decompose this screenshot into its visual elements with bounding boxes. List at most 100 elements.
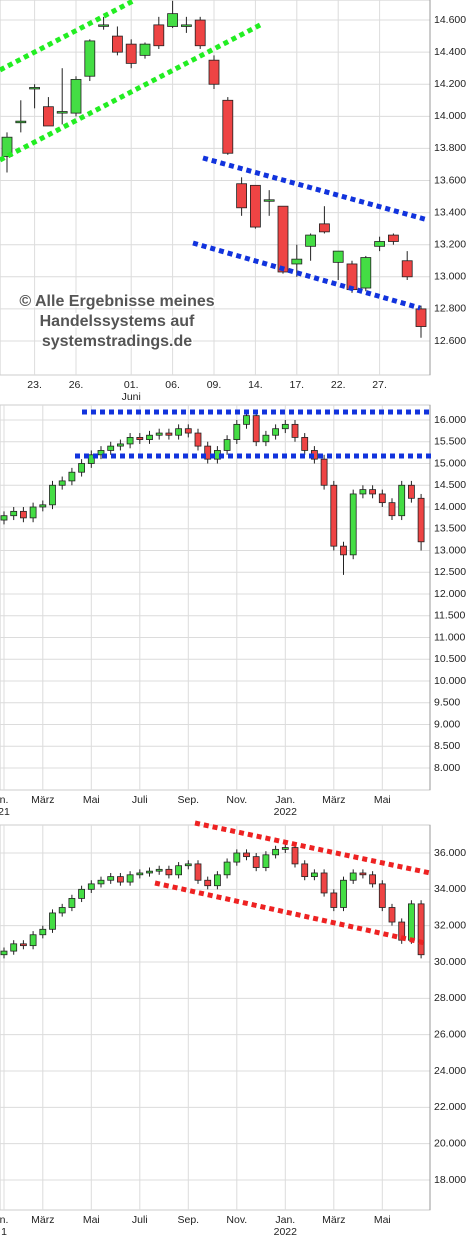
candle-body: [318, 223, 330, 233]
candle-body: [407, 903, 415, 941]
candle-body: [167, 13, 179, 27]
y-tick-label: 15.000: [434, 457, 466, 469]
watermark: systemstradings.de: [42, 333, 192, 350]
y-tick-label: 14.200: [434, 78, 466, 90]
x-tick-label: Nov.: [226, 794, 247, 806]
candle-body: [175, 428, 183, 436]
candle-body: [194, 19, 206, 47]
candle-body: [320, 458, 328, 486]
candle-body: [378, 883, 386, 908]
candle-body: [369, 874, 377, 885]
watermark: Handelssystems auf: [40, 313, 195, 330]
candle-body: [0, 515, 8, 521]
y-tick-label: 10.000: [434, 675, 466, 687]
candle-body: [117, 876, 124, 883]
candle-body: [387, 234, 399, 242]
x-tick-label: 09.: [207, 379, 222, 391]
candle-body: [87, 454, 95, 464]
y-tick-label: 24.000: [434, 1065, 466, 1077]
plot-area: [0, 404, 431, 791]
candle-body: [136, 437, 144, 440]
y-tick-label: 9.500: [434, 697, 460, 709]
y-tick-label: 16.000: [434, 414, 466, 426]
x-tick-label: 06.: [165, 379, 180, 391]
candle-body: [349, 872, 357, 881]
y-tick-label: 15.500: [434, 436, 466, 448]
x-tick-label: Juli: [132, 1214, 148, 1226]
candle-body: [320, 872, 328, 894]
y-tick-label: 10.500: [434, 653, 466, 665]
x-tick-label: Sep.: [177, 1214, 199, 1226]
x-tick-label: Nov.: [226, 1214, 247, 1226]
candle-body: [291, 423, 299, 438]
y-tick-label: 14.000: [434, 501, 466, 513]
x-tick-label: 27.: [372, 379, 387, 391]
x-tick-label: n.: [0, 1214, 8, 1226]
candle-body: [360, 257, 372, 289]
candle-body: [359, 872, 367, 876]
x-tick-label: 01.: [124, 379, 139, 391]
candle-body: [213, 874, 221, 887]
candle-body: [58, 480, 66, 486]
candle-body: [233, 852, 241, 863]
candle-body: [301, 863, 309, 878]
candle-body: [15, 120, 27, 124]
candle-body: [125, 43, 137, 64]
y-tick-label: 11.500: [434, 610, 465, 622]
candle-body: [378, 493, 386, 504]
candle-body: [340, 879, 347, 908]
y-tick-label: 36.000: [434, 847, 466, 859]
candle-body: [204, 445, 212, 460]
candle-body: [222, 99, 234, 154]
candle-body: [388, 502, 396, 517]
y-tick-label: 13.400: [434, 206, 466, 218]
candle-body: [126, 437, 134, 445]
candle-body: [236, 183, 248, 209]
trend-line: [192, 240, 421, 311]
x-tick-label: März: [322, 794, 345, 806]
candle-body: [281, 847, 289, 850]
trend-lines: [0, 0, 432, 946]
y-tick-label: 32.000: [434, 919, 466, 931]
y-tick-label: 13.500: [434, 523, 466, 535]
candle-body: [175, 865, 183, 876]
x-tick-label: n.: [0, 794, 8, 806]
candle-body: [263, 199, 275, 202]
x-tick-label: 14.: [248, 379, 263, 391]
x-tick-label: Juli: [132, 794, 148, 806]
candle-body: [262, 434, 270, 443]
y-tick-label: 14.600: [434, 14, 466, 26]
candle-body: [1, 136, 13, 157]
candle-body: [398, 484, 406, 517]
candle-body: [272, 428, 280, 436]
candle-body: [155, 432, 163, 436]
y-tick-label: 12.000: [434, 588, 466, 600]
y-tick-label: 12.500: [434, 566, 466, 578]
x-tick-label: Jan.: [275, 794, 295, 806]
candle-body: [349, 493, 357, 556]
candle-body: [87, 883, 95, 890]
candle-body: [112, 35, 123, 53]
y-tick-label: 22.000: [434, 1101, 466, 1113]
x-tick-label: Mai: [374, 1214, 391, 1226]
candle-body: [107, 445, 115, 451]
candle-body: [165, 432, 173, 436]
candle-body: [208, 59, 220, 85]
candle-body: [262, 854, 270, 868]
candle-body: [194, 863, 202, 881]
candle-body: [0, 950, 8, 956]
candle-body: [97, 879, 105, 885]
candle-body: [56, 111, 68, 114]
candle-body: [388, 907, 396, 923]
x-sub-label: 2022: [274, 1226, 298, 1238]
candle-body: [98, 24, 109, 27]
candle-body: [78, 463, 85, 473]
candle-body: [249, 184, 261, 228]
x-sub-label: 1: [1, 1226, 7, 1238]
watermark: © Alle Ergebnisse meines: [19, 293, 214, 310]
candle-body: [194, 432, 202, 447]
x-tick-label: Sep.: [177, 794, 199, 806]
candle-body: [369, 489, 377, 495]
y-tick-label: 9.000: [434, 718, 460, 730]
marks: [0, 0, 427, 959]
